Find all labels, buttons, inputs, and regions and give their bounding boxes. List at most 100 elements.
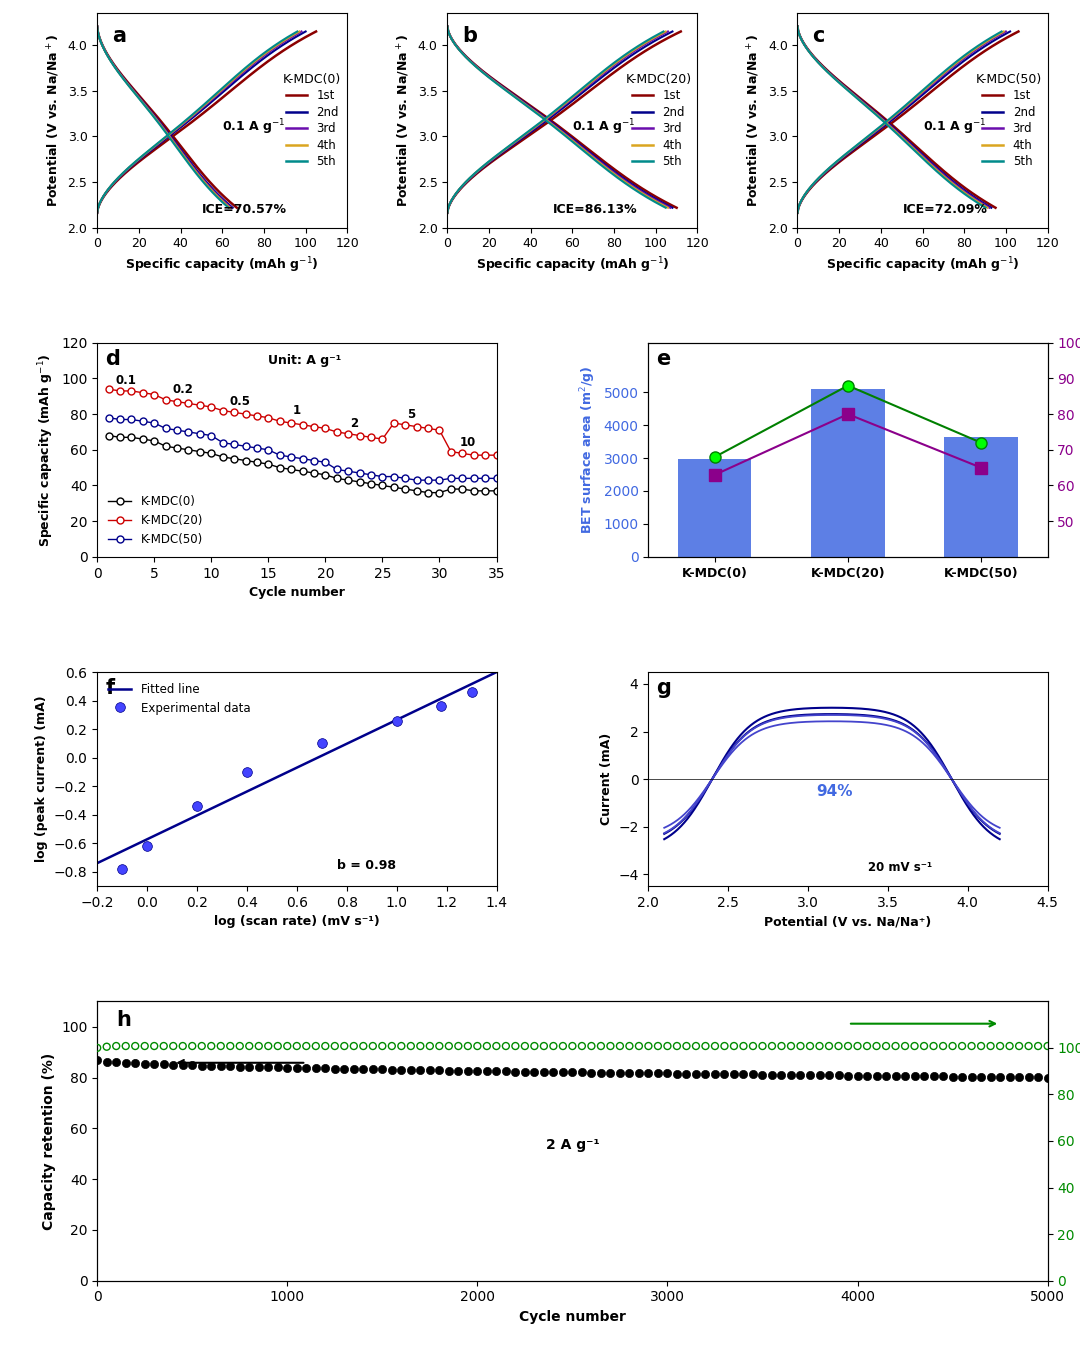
Point (697, 1035, 714, 1057)
K-MDC(20) (251, 408, 264, 425)
K-MDC(20) (205, 399, 218, 415)
Point (792, 1064, 809, 1085)
Point (221, 1035, 239, 1057)
Point (336, 1035, 353, 1057)
Bar (944, 437, 1017, 557)
K-MDC(50) (148, 415, 161, 431)
Point (906, 1035, 923, 1057)
Point (924, 1035, 942, 1057)
Point (991, 1035, 1009, 1057)
K-MDC(0) (478, 483, 491, 499)
Point (792, 1035, 809, 1057)
Point (649, 1062, 666, 1084)
Point (212, 1055, 229, 1077)
Point (734, 1064, 752, 1085)
Point (639, 1035, 657, 1057)
Point (307, 1035, 324, 1057)
Point (924, 1066, 942, 1088)
Point (678, 1064, 696, 1085)
Legend: Fitted line, Experimental data: Fitted line, Experimental data (103, 678, 255, 720)
Text: 2: 2 (350, 417, 357, 430)
Point (364, 1058, 381, 1080)
Bar (811, 388, 885, 557)
K-MDC(0) (376, 477, 389, 493)
K-MDC(0) (341, 472, 354, 488)
K-MDC(50) (433, 472, 446, 488)
K-MDC(50) (159, 421, 172, 437)
Point (146, 1053, 163, 1074)
Point (193, 1035, 211, 1057)
K-MDC(50) (273, 448, 286, 464)
Point (602, 1062, 619, 1084)
Point (639, 1062, 657, 1084)
Line: K-MDC(0): K-MDC(0) (105, 433, 500, 496)
Text: e: e (657, 349, 671, 369)
K-MDC(0) (296, 464, 309, 480)
K-MDC(0) (456, 481, 469, 497)
Text: a: a (112, 27, 126, 46)
Point (678, 1035, 696, 1057)
K-MDC(20) (103, 381, 116, 398)
Point (126, 1053, 144, 1074)
Point (991, 1066, 1009, 1088)
Legend: 1st, 2nd, 3rd, 4th, 5th: 1st, 2nd, 3rd, 4th, 5th (621, 67, 697, 173)
Point (954, 1035, 971, 1057)
K-MDC(20) (353, 427, 366, 443)
Point (1029, 1035, 1047, 1057)
X-axis label: Specific capacity (mAh g$^{-1}$): Specific capacity (mAh g$^{-1}$) (826, 256, 1020, 275)
Point (839, 1035, 856, 1057)
Text: f: f (105, 678, 114, 698)
Point (963, 1035, 981, 1057)
Point (402, 1060, 419, 1081)
K-MDC(50) (341, 464, 354, 480)
Point (449, 1060, 467, 1081)
K-MDC(20) (216, 403, 229, 419)
Point (146, 1035, 163, 1057)
K-MDC(50) (183, 423, 195, 439)
K-MDC(50) (285, 449, 298, 465)
K-MDC(50) (490, 470, 503, 487)
Point (1011, 1035, 1028, 1057)
Point (659, 1035, 676, 1057)
Point (544, 1035, 562, 1057)
Point (383, 1035, 401, 1057)
Point (269, 1035, 286, 1057)
Point (849, 1065, 866, 1086)
Point (916, 1035, 933, 1057)
Y-axis label: BET surface area (m$^2$/g): BET surface area (m$^2$/g) (578, 365, 598, 534)
Point (393, 1035, 410, 1057)
X-axis label: Potential (V vs. Na/Na⁺): Potential (V vs. Na/Na⁺) (765, 915, 932, 929)
Point (497, 1061, 514, 1082)
Text: 0.1 A g$^{-1}$: 0.1 A g$^{-1}$ (572, 117, 636, 137)
Point (449, 1035, 467, 1057)
K-MDC(0) (285, 461, 298, 477)
K-MDC(0) (171, 439, 184, 456)
Point (156, 1054, 173, 1076)
Point (896, 1065, 914, 1086)
Point (982, 1035, 999, 1057)
K-MDC(20) (171, 394, 184, 410)
Point (583, 1035, 600, 1057)
Point (354, 1035, 372, 1057)
K-MDC(0) (319, 466, 332, 483)
Point (516, 1035, 534, 1057)
Point (241, 1055, 258, 1077)
K-MDC(50) (399, 470, 411, 487)
K-MDC(0) (183, 442, 195, 458)
Point (1020, 1035, 1037, 1057)
Point (231, 1035, 248, 1057)
K-MDC(0) (421, 484, 434, 500)
Point (259, 1057, 276, 1078)
K-MDC(0) (490, 483, 503, 499)
Text: 0.1 A g$^{-1}$: 0.1 A g$^{-1}$ (222, 117, 286, 137)
Point (298, 1035, 315, 1057)
X-axis label: Specific capacity (mAh g$^{-1}$): Specific capacity (mAh g$^{-1}$) (475, 256, 670, 275)
Legend: 1st, 2nd, 3rd, 4th, 5th: 1st, 2nd, 3rd, 4th, 5th (279, 67, 346, 173)
Point (402, 1035, 419, 1057)
Point (669, 1035, 686, 1057)
Y-axis label: Potential (V vs. Na/Na$^+$): Potential (V vs. Na/Na$^+$) (45, 34, 62, 208)
Point (326, 1058, 343, 1080)
K-MDC(20) (239, 406, 252, 422)
Point (592, 1062, 609, 1084)
Point (1039, 1066, 1056, 1088)
